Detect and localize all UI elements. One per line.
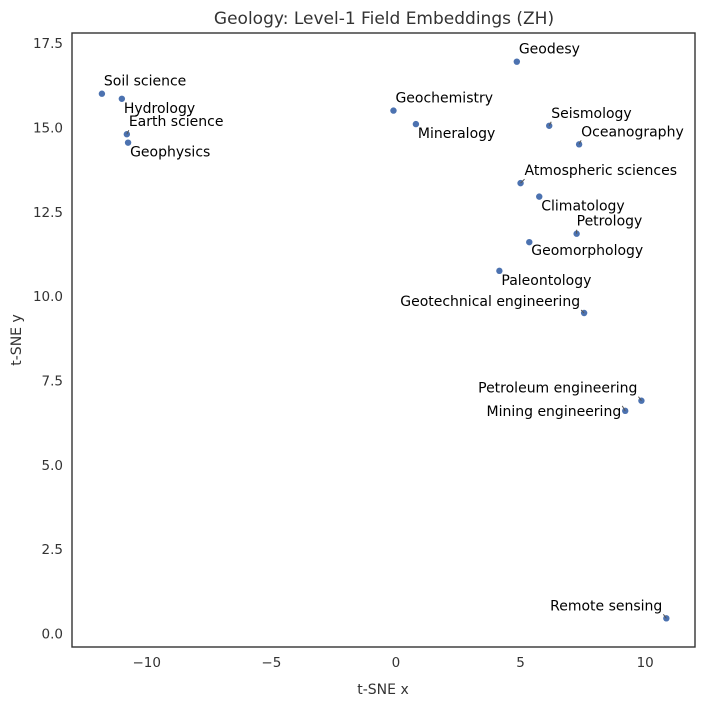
point-label: Petrology bbox=[577, 214, 643, 230]
data-point bbox=[124, 139, 132, 146]
y-tick-label: 2.5 bbox=[42, 542, 63, 558]
point-label: Geodesy bbox=[519, 42, 580, 58]
point-label: Atmospheric sciences bbox=[525, 163, 677, 179]
point-label: Mining engineering bbox=[487, 404, 622, 420]
data-point bbox=[98, 90, 106, 97]
label-leader-line bbox=[578, 140, 582, 145]
data-point bbox=[546, 122, 553, 129]
data-point bbox=[390, 107, 397, 114]
y-tick-label: 12.5 bbox=[33, 205, 63, 221]
y-tick-label: 10.0 bbox=[33, 289, 63, 305]
label-leader-line bbox=[621, 405, 626, 412]
point-label: Geomorphology bbox=[531, 243, 643, 259]
x-tick-label: 5 bbox=[516, 655, 525, 671]
point-label: Geotechnical engineering bbox=[400, 294, 580, 310]
x-tick-label: 0 bbox=[392, 655, 401, 671]
label-leader-line bbox=[580, 309, 585, 314]
data-point bbox=[526, 238, 533, 246]
y-tick-label: 15.0 bbox=[33, 120, 63, 136]
chart-title: Geology: Level-1 Field Embeddings (ZH) bbox=[214, 9, 554, 29]
point-label: Seismology bbox=[551, 106, 632, 122]
x-tick-label: −10 bbox=[133, 655, 162, 671]
point-label: Mineralogy bbox=[418, 126, 495, 142]
data-point bbox=[513, 58, 521, 65]
label-leader-line bbox=[520, 178, 525, 184]
x-axis-label: t-SNE x bbox=[357, 682, 408, 698]
point-label: Earth science bbox=[129, 114, 224, 130]
data-points bbox=[98, 58, 670, 622]
label-leader-line bbox=[126, 129, 130, 135]
point-label: Geochemistry bbox=[395, 91, 493, 107]
data-point bbox=[496, 267, 503, 275]
point-label: Paleontology bbox=[501, 273, 591, 289]
data-point bbox=[412, 120, 420, 128]
label-leader-line bbox=[638, 396, 642, 402]
label-leader-line bbox=[548, 121, 552, 126]
y-tick-label: 5.0 bbox=[42, 458, 63, 474]
point-label: Remote sensing bbox=[550, 598, 662, 614]
plot-frame bbox=[71, 32, 696, 648]
y-axis-label: t-SNE y bbox=[9, 314, 25, 365]
point-label: Oceanography bbox=[581, 124, 684, 140]
y-tick-label: 0.0 bbox=[42, 627, 63, 643]
label-leader-line bbox=[662, 614, 667, 619]
point-label: Geophysics bbox=[130, 145, 210, 161]
point-labels: Geodesy Soil science Hydrology Geochemistry… bbox=[104, 42, 684, 619]
point-label: Climatology bbox=[541, 199, 624, 215]
point-label: Petroleum engineering bbox=[478, 381, 637, 397]
y-tick-label: 7.5 bbox=[42, 373, 63, 389]
x-tick-label: 10 bbox=[637, 655, 654, 671]
axis-ticks: −10 −5 0 5 10 0.0 2.5 5.0 7.5 10.0 12.5 15.0 17.5 bbox=[33, 36, 654, 671]
x-tick-label: −5 bbox=[261, 655, 281, 671]
point-label: Hydrology bbox=[124, 101, 195, 117]
data-point bbox=[118, 95, 126, 102]
y-tick-label: 17.5 bbox=[33, 36, 63, 52]
data-point bbox=[536, 193, 543, 200]
point-label: Soil science bbox=[104, 74, 186, 90]
